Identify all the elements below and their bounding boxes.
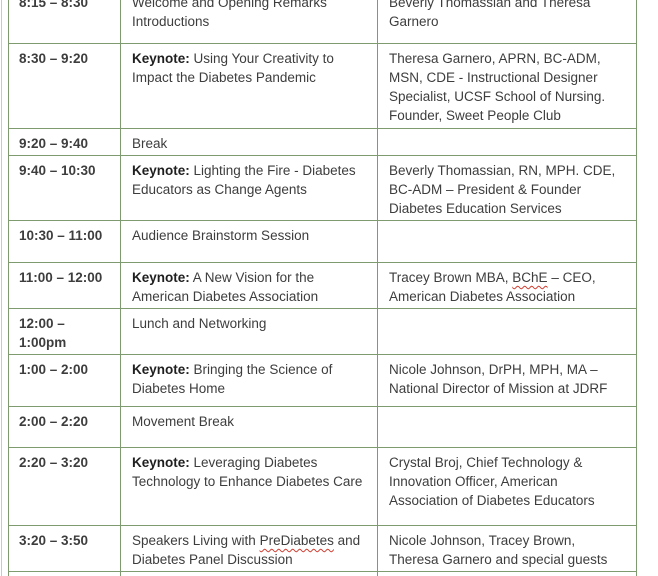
speaker-cell: Beverly Thomassian and Theresa Garnero: [377, 0, 637, 44]
session-cell: Lunch and Networking: [120, 308, 378, 355]
session-cell: Speakers Living with PreDiabetes and Dia…: [120, 525, 378, 572]
time-cell: 8:15 – 8:30: [8, 0, 121, 44]
session-text: Break: [132, 136, 168, 151]
table-row: 8:30 – 9:20 Keynote: Using Your Creativi…: [8, 43, 637, 129]
speaker-text: – CEO, American Diabetes Association: [389, 270, 596, 304]
session-text: Movement Break: [132, 414, 235, 429]
table-row: 8:15 – 8:30 Welcome and Opening Remarks …: [8, 0, 637, 44]
speaker-cell: Theresa Garnero, APRN, BC-ADM, MSN, CDE …: [377, 43, 637, 129]
session-cell: Keynote: Lighting the Fire - Diabetes Ed…: [120, 155, 378, 221]
speaker-text: Crystal Broj, Chief Technology & Innovat…: [389, 455, 595, 508]
time-cell: 3:50 – 4:30: [8, 571, 121, 576]
page-edge-line: [1, 0, 2, 576]
time-range: 10:30 – 11:00: [19, 228, 103, 243]
session-cell: Keynote: Using Your Creativity to Impact…: [120, 43, 378, 129]
conference-schedule-table: 8:15 – 8:30 Welcome and Opening Remarks …: [8, 0, 637, 576]
table-row: 3:50 – 4:30 Share Your Successes and Dre…: [8, 571, 637, 576]
session-text: Using Your Creativity to Impact the Diab…: [132, 51, 334, 85]
session-cell: Keynote: Bringing the Science of Diabete…: [120, 354, 378, 407]
table-row: 3:20 – 3:50 Speakers Living with PreDiab…: [8, 525, 637, 572]
time-range: 2:00 – 2:20: [19, 414, 89, 429]
speaker-cell: Nicole Johnson, DrPH, MPH, MA – National…: [377, 354, 637, 407]
speaker-cell: [377, 308, 637, 355]
time-range: 12:00 – 1:00pm: [19, 316, 67, 350]
session-cell: Welcome and Opening Remarks Introduction…: [120, 0, 378, 44]
speaker-text: Tracey Brown MBA,: [389, 270, 513, 285]
schedule-rows: 8:15 – 8:30 Welcome and Opening Remarks …: [8, 0, 637, 576]
speaker-cell: Nicole Johnson, Tracey Brown, Theresa Ga…: [377, 525, 637, 572]
session-text: Bringing the Science of Diabetes Home: [132, 362, 333, 396]
speaker-text: Theresa Garnero, APRN, BC-ADM, MSN, CDE …: [389, 51, 606, 123]
time-range: 9:20 – 9:40: [19, 136, 89, 151]
time-range: 11:00 – 12:00: [19, 270, 103, 285]
session-type-label: Keynote:: [132, 163, 190, 178]
session-cell: Share Your Successes and Dreams to: [120, 571, 378, 576]
session-text: Audience Brainstorm Session: [132, 228, 310, 243]
session-cell: Keynote: A New Vision for the American D…: [120, 262, 378, 309]
agenda-table-container: 8:15 – 8:30 Welcome and Opening Remarks …: [8, 0, 637, 576]
time-range: 1:00 – 2:00: [19, 362, 89, 377]
speaker-text: Beverly Thomassian and Theresa Garnero: [389, 0, 591, 29]
speaker-cell: Tracey Brown MBA, BChE – CEO, American D…: [377, 262, 637, 309]
session-type-label: Keynote:: [132, 362, 190, 377]
time-cell: 2:00 – 2:20: [8, 406, 121, 448]
table-row: 9:40 – 10:30 Keynote: Lighting the Fire …: [8, 155, 637, 221]
speaker-text: Beverly Thomassian, RN, MPH. CDE, BC-ADM…: [389, 163, 616, 216]
time-cell: 12:00 – 1:00pm: [8, 308, 121, 355]
session-cell: Movement Break: [120, 406, 378, 448]
misspelled-word: BChE: [512, 270, 548, 285]
time-range: 3:20 – 3:50: [19, 533, 89, 548]
session-cell: Break: [120, 128, 378, 156]
misspelled-word: PreDiabetes: [259, 533, 334, 548]
time-cell: 1:00 – 2:00: [8, 354, 121, 407]
speaker-text: Nicole Johnson, Tracey Brown, Theresa Ga…: [389, 533, 608, 567]
session-text: and Diabetes Panel Discussion: [132, 533, 361, 567]
table-row: 2:00 – 2:20 Movement Break: [8, 406, 637, 448]
table-row: 10:30 – 11:00 Audience Brainstorm Sessio…: [8, 220, 637, 263]
time-range: 8:30 – 9:20: [19, 51, 89, 66]
session-text: A New Vision for the American Diabetes A…: [132, 270, 319, 304]
speaker-cell: [377, 406, 637, 448]
time-cell: 3:20 – 3:50: [8, 525, 121, 572]
time-cell: 9:40 – 10:30: [8, 155, 121, 221]
session-type-label: Keynote:: [132, 455, 190, 470]
speaker-cell: Crystal Broj, Chief Technology & Innovat…: [377, 447, 637, 526]
table-row: 2:20 – 3:20 Keynote: Leveraging Diabetes…: [8, 447, 637, 526]
session-text: Leveraging Diabetes Technology to Enhanc…: [132, 455, 363, 489]
session-text: Lighting the Fire - Diabetes Educators a…: [132, 163, 356, 197]
time-cell: 8:30 – 9:20: [8, 43, 121, 129]
time-cell: 9:20 – 9:40: [8, 128, 121, 156]
speaker-cell: Beverly Thomassian, RN, MPH. CDE, BC-ADM…: [377, 155, 637, 221]
time-range: 2:20 – 3:20: [19, 455, 89, 470]
table-row: 11:00 – 12:00 Keynote: A New Vision for …: [8, 262, 637, 309]
time-cell: 2:20 – 3:20: [8, 447, 121, 526]
table-row: 12:00 – 1:00pm Lunch and Networking: [8, 308, 637, 355]
speaker-cell: [377, 128, 637, 156]
time-cell: 11:00 – 12:00: [8, 262, 121, 309]
session-cell: Audience Brainstorm Session: [120, 220, 378, 263]
speaker-text: Nicole Johnson, DrPH, MPH, MA – National…: [389, 362, 608, 396]
session-cell: Keynote: Leveraging Diabetes Technology …: [120, 447, 378, 526]
speaker-cell: Participants are cheered on by: [377, 571, 637, 576]
time-range: 8:15 – 8:30: [19, 0, 89, 10]
table-row: 9:20 – 9:40 Break: [8, 128, 637, 156]
table-row: 1:00 – 2:00 Keynote: Bringing the Scienc…: [8, 354, 637, 407]
session-text: Lunch and Networking: [132, 316, 267, 331]
session-type-label: Keynote:: [132, 51, 190, 66]
session-text: Speakers Living with: [132, 533, 260, 548]
session-text: Welcome and Opening Remarks Introduction…: [132, 0, 327, 29]
session-type-label: Keynote:: [132, 270, 190, 285]
speaker-cell: [377, 220, 637, 263]
time-cell: 10:30 – 11:00: [8, 220, 121, 263]
time-range: 9:40 – 10:30: [19, 163, 96, 178]
